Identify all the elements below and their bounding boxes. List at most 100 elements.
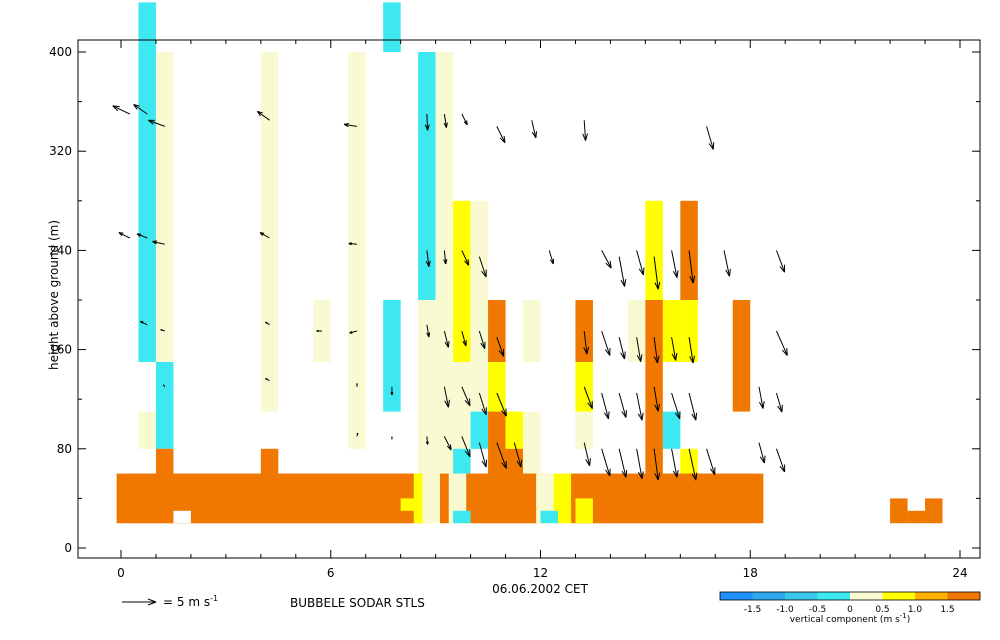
heatmap-cells [116, 2, 943, 524]
x-tick-label: 12 [533, 566, 548, 580]
y-tick-label: 400 [49, 45, 72, 59]
arrow-scale-label: = 5 m s [163, 595, 210, 609]
heatmap-cell [453, 510, 471, 524]
wind-arrow [548, 250, 555, 265]
wind-arrow [443, 386, 450, 408]
wind-arrow [531, 120, 538, 139]
wind-arrow [671, 250, 679, 278]
chart-title: BUBBELE SODAR STLS [290, 596, 425, 610]
wind-arrow [496, 337, 505, 357]
heatmap-cell [418, 300, 436, 524]
wind-arrow [256, 110, 270, 121]
wind-arrow [425, 250, 431, 267]
heatmap-cell [907, 510, 926, 524]
wind-arrow [348, 242, 358, 246]
wind-arrow [653, 386, 660, 412]
wind-arrow [601, 330, 611, 356]
wind-arrow [583, 330, 590, 355]
heatmap-cell [383, 2, 401, 52]
wind-arrow [112, 105, 130, 115]
wind-arrow [758, 442, 766, 464]
wind-arrow [478, 256, 487, 278]
heatmap-cell [138, 2, 156, 40]
colorbar-bin [882, 592, 915, 600]
colorbar-bin [785, 592, 818, 600]
wind-arrow [583, 386, 593, 409]
wind-arrow [776, 250, 786, 273]
heatmap-cell [540, 510, 558, 524]
heatmap-cell [925, 498, 943, 524]
wind-arrow [706, 448, 716, 475]
colorbar-label: vertical component (m s-1) [790, 612, 911, 625]
colorbar-tick-label: -1.5 [744, 605, 762, 615]
heatmap-cell [523, 300, 541, 362]
colorbar-bin [850, 592, 883, 600]
x-axis-label: 06.06.2002 CET [492, 582, 588, 596]
wind-arrow [496, 126, 506, 144]
heatmap-cell [645, 200, 663, 300]
wind-arrow [118, 232, 130, 239]
x-tick-label: 24 [952, 566, 967, 580]
heatmap-cell [627, 300, 646, 362]
wind-arrow [443, 436, 452, 451]
wind-arrow [461, 386, 471, 407]
wind-arrow [356, 432, 359, 437]
wind-arrow [688, 337, 695, 364]
heatmap-cell [662, 300, 681, 362]
wind-arrow [618, 448, 628, 478]
wind-arrow [618, 337, 626, 360]
colorbar-tick-label: 0 [847, 605, 853, 615]
wind-arrow [775, 392, 783, 413]
heatmap-cell [400, 498, 419, 511]
heatmap-cell [523, 411, 541, 474]
heatmap-cell [575, 498, 593, 524]
colorbar-bin [720, 592, 753, 600]
y-tick-label: 160 [49, 343, 72, 357]
heatmap-cell [155, 52, 174, 362]
y-tick-label: 320 [49, 144, 72, 158]
heatmap-cell [488, 362, 506, 412]
colorbar-tick-label: 1.0 [908, 605, 923, 615]
heatmap-cell [890, 498, 908, 524]
wind-arrow [356, 383, 358, 387]
heatmap-cell [680, 448, 698, 474]
x-tick-label: 0 [117, 566, 125, 580]
wind-arrow [636, 337, 643, 362]
wind-arrow [723, 250, 731, 277]
heatmap-cell [732, 300, 751, 412]
heatmap-cell [155, 448, 174, 474]
wind-arrow [478, 392, 487, 416]
wind-arrow [653, 337, 660, 364]
wind-arrow [582, 120, 589, 141]
wind-arrow [758, 386, 765, 409]
wind-arrow [259, 232, 270, 239]
wind-arrow [461, 330, 467, 347]
wind-arrow [461, 113, 468, 126]
wind-arrow [601, 448, 611, 477]
heatmap-cell [138, 411, 156, 449]
wind-arrow [653, 256, 661, 290]
heatmap-cell [155, 362, 174, 449]
wind-arrow [162, 384, 166, 388]
heatmap-cell [138, 39, 156, 362]
heatmap-cell [435, 250, 454, 474]
wind-arrow [343, 122, 358, 128]
colorbar: -1.5 -1.0 -0.5 0 0.5 1.0 1.5 [719, 591, 981, 615]
heatmap-cell [453, 362, 471, 449]
wind-arrow [513, 442, 523, 468]
wind-arrow [443, 330, 450, 348]
wind-arrow [133, 103, 148, 115]
wind-arrow [425, 436, 429, 445]
wind-arrow [316, 329, 323, 333]
wind-arrow [443, 113, 448, 128]
wind-arrow [775, 448, 786, 473]
wind-arrow [265, 321, 270, 326]
wind-arrow [688, 392, 698, 421]
wind-arrow [618, 392, 627, 418]
wind-arrow [706, 126, 715, 150]
heatmap-cell [453, 200, 471, 362]
colorbar-bin [817, 592, 850, 600]
heatmap-cell [313, 300, 331, 362]
colorbar-bin [947, 592, 980, 600]
